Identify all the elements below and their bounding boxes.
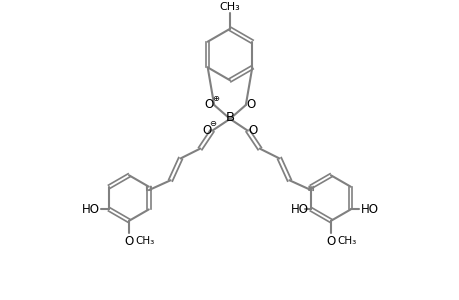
Text: HO: HO [291,203,308,216]
Text: CH₃: CH₃ [219,2,240,12]
Text: O: O [202,124,212,137]
Text: O: O [247,124,257,137]
Text: CH₃: CH₃ [134,236,154,246]
Text: B: B [225,111,234,124]
Text: O: O [124,235,134,248]
Text: ⊕: ⊕ [212,94,219,103]
Text: HO: HO [81,203,99,216]
Text: HO: HO [360,203,378,216]
Text: CH₃: CH₃ [336,236,355,246]
Text: O: O [325,235,335,248]
Text: O: O [246,98,255,110]
Text: ⊖: ⊖ [209,119,216,128]
Text: O: O [204,98,213,110]
